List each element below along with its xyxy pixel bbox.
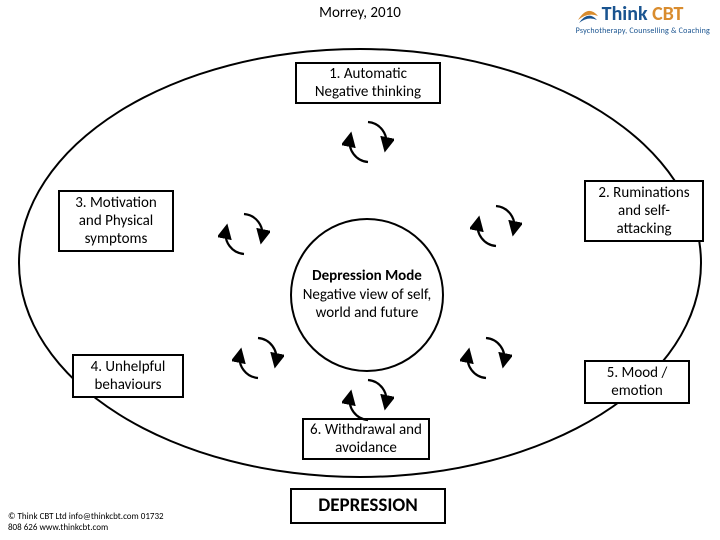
logo-tagline: Psychotherapy, Counselling & Coaching [576, 26, 710, 36]
cycle-arrows-c5 [460, 332, 512, 384]
cycle-arrows-c6 [342, 374, 394, 426]
footer-credits: © Think CBT Ltd info@thinkcbt.com 01732 … [8, 512, 164, 534]
diagram-box-box1: 1. Automatic Negative thinking [295, 62, 441, 104]
brand-logo: Think CBT Psychotherapy, Counselling & C… [576, 2, 710, 36]
logo-swoosh-icon [576, 6, 600, 26]
cycle-arrows-c2 [470, 200, 522, 252]
center-title: Depression Mode [300, 267, 434, 286]
diagram-box-box2: 2. Ruminations and self-attacking [584, 180, 704, 242]
logo-text: Think CBT [602, 2, 684, 26]
diagram-box-box4: 4. Unhelpful behaviours [72, 354, 184, 398]
cycle-arrows-c1 [342, 116, 394, 168]
cycle-arrows-c4 [232, 332, 284, 384]
cycle-arrows-c3 [218, 208, 270, 260]
diagram-box-box7: DEPRESSION [290, 488, 446, 524]
diagram-box-box3: 3. Motivation and Physical symptoms [58, 190, 174, 252]
diagram-box-box5: 5. Mood / emotion [584, 360, 690, 404]
center-subtitle: Negative view of self, world and future [300, 286, 434, 324]
center-node: Depression Mode Negative view of self, w… [290, 218, 444, 372]
